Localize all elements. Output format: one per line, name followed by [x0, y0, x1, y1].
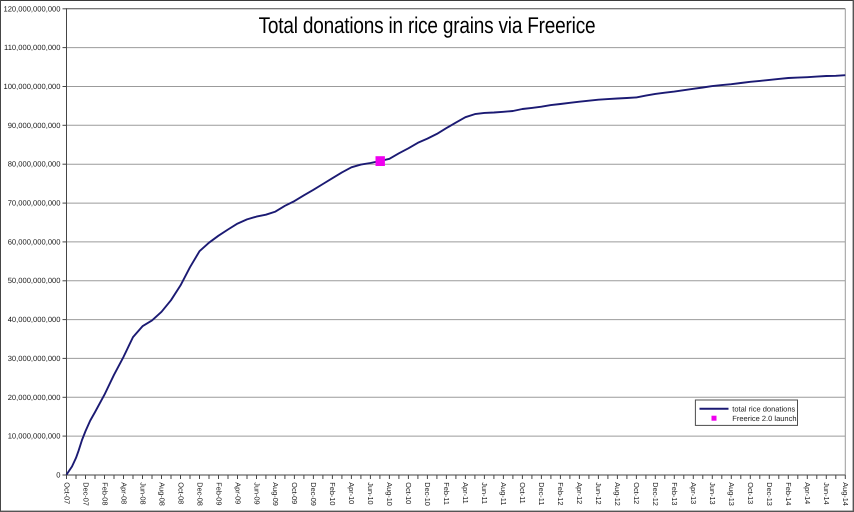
svg-text:Jun-09: Jun-09 [252, 482, 261, 504]
svg-text:Apr-08: Apr-08 [119, 482, 128, 504]
svg-text:Jun-08: Jun-08 [138, 482, 147, 504]
svg-text:30,000,000,000: 30,000,000,000 [8, 354, 61, 363]
svg-text:Aug-10: Aug-10 [385, 482, 394, 506]
svg-text:120,000,000,000: 120,000,000,000 [3, 4, 60, 13]
svg-text:Oct-08: Oct-08 [176, 482, 185, 504]
svg-text:total rice donations: total rice donations [732, 404, 795, 413]
svg-text:Feb-13: Feb-13 [670, 482, 679, 505]
svg-text:Apr-10: Apr-10 [347, 482, 356, 504]
svg-text:Dec-11: Dec-11 [537, 482, 546, 505]
svg-text:Jun-11: Jun-11 [480, 482, 489, 504]
svg-text:Jun-14: Jun-14 [822, 482, 831, 504]
svg-text:100,000,000,000: 100,000,000,000 [3, 82, 60, 91]
svg-text:0: 0 [56, 471, 60, 480]
svg-text:Dec-13: Dec-13 [765, 482, 774, 506]
svg-text:Dec-10: Dec-10 [423, 482, 432, 506]
svg-text:80,000,000,000: 80,000,000,000 [8, 160, 61, 169]
svg-text:20,000,000,000: 20,000,000,000 [8, 393, 61, 402]
svg-text:Oct-10: Oct-10 [404, 482, 413, 504]
svg-text:Dec-07: Dec-07 [81, 482, 90, 506]
svg-text:Apr-14: Apr-14 [803, 482, 812, 504]
svg-text:Feb-11: Feb-11 [442, 482, 451, 505]
svg-text:110,000,000,000: 110,000,000,000 [4, 43, 60, 52]
svg-text:50,000,000,000: 50,000,000,000 [8, 276, 61, 285]
svg-text:Feb-09: Feb-09 [214, 482, 223, 505]
svg-text:90,000,000,000: 90,000,000,000 [8, 121, 61, 130]
svg-text:Dec-12: Dec-12 [651, 482, 660, 506]
svg-text:Oct-07: Oct-07 [62, 482, 71, 504]
svg-text:40,000,000,000: 40,000,000,000 [8, 315, 61, 324]
svg-text:Aug-14: Aug-14 [841, 482, 850, 506]
svg-text:Oct-09: Oct-09 [290, 482, 299, 504]
svg-text:Feb-12: Feb-12 [556, 482, 565, 505]
svg-text:Aug-12: Aug-12 [613, 482, 622, 506]
svg-text:10,000,000,000: 10,000,000,000 [8, 432, 61, 441]
svg-text:Apr-12: Apr-12 [575, 482, 584, 504]
svg-text:Apr-13: Apr-13 [689, 482, 698, 504]
svg-text:Jun-13: Jun-13 [708, 482, 717, 504]
svg-text:Feb-14: Feb-14 [784, 482, 793, 505]
svg-text:Oct-13: Oct-13 [746, 482, 755, 504]
svg-text:Oct-12: Oct-12 [632, 482, 641, 504]
svg-text:Total donations in rice grains: Total donations in rice grains via Freer… [259, 14, 596, 39]
svg-text:Jun-12: Jun-12 [594, 482, 603, 504]
svg-text:Aug-09: Aug-09 [271, 482, 280, 506]
svg-text:70,000,000,000: 70,000,000,000 [8, 199, 61, 208]
svg-text:Feb-10: Feb-10 [328, 482, 337, 505]
svg-text:60,000,000,000: 60,000,000,000 [8, 237, 61, 246]
svg-text:Jun-10: Jun-10 [366, 482, 375, 504]
svg-text:Dec-08: Dec-08 [195, 482, 204, 506]
svg-text:Aug-13: Aug-13 [727, 482, 736, 506]
svg-text:Apr-11: Apr-11 [461, 482, 470, 503]
svg-text:Apr-09: Apr-09 [233, 482, 242, 504]
svg-text:Oct-11: Oct-11 [518, 482, 527, 503]
svg-text:Aug-08: Aug-08 [157, 482, 166, 506]
svg-text:Aug-11: Aug-11 [499, 482, 508, 505]
svg-text:Feb-08: Feb-08 [100, 482, 109, 505]
svg-text:Freerice 2.0 launch: Freerice 2.0 launch [732, 414, 796, 423]
svg-text:Dec-09: Dec-09 [309, 482, 318, 506]
